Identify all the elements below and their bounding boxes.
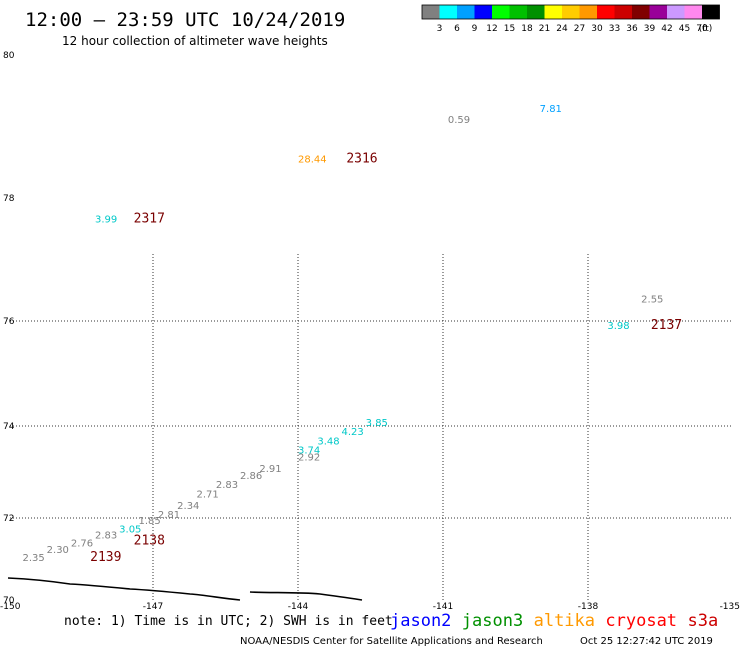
satellite-name: cryosat bbox=[605, 611, 677, 631]
longitude-tick: -150 bbox=[0, 602, 21, 612]
scale-swatch bbox=[544, 5, 562, 19]
wave-height-value: 3.99 bbox=[95, 215, 117, 226]
wave-height-value: 0.59 bbox=[448, 115, 470, 126]
scale-swatch bbox=[439, 5, 457, 19]
scale-label: 15 bbox=[504, 24, 515, 34]
pass-number: 2138 bbox=[134, 534, 165, 549]
latitude-tick: 78 bbox=[3, 194, 15, 204]
satellite-name: altika bbox=[534, 611, 595, 631]
chart-title: 12:00 — 23:59 UTC 10/24/2019 bbox=[25, 9, 345, 31]
scale-label: 42 bbox=[661, 24, 672, 34]
scale-swatch bbox=[509, 5, 527, 19]
wave-height-value: 2.30 bbox=[47, 545, 69, 556]
scale-swatch bbox=[597, 5, 615, 19]
scale-swatch bbox=[632, 5, 650, 19]
scale-border bbox=[421, 4, 720, 20]
wave-height-value: 2.34 bbox=[177, 501, 199, 512]
scale-swatch bbox=[614, 5, 632, 19]
scale-swatch bbox=[562, 5, 580, 19]
wave-height-value: 2.86 bbox=[240, 471, 262, 482]
scale-swatch bbox=[649, 5, 667, 19]
wave-height-value: 2.81 bbox=[158, 510, 180, 521]
scale-swatch bbox=[527, 5, 545, 19]
coastline bbox=[7, 577, 363, 601]
latitude-tick: 76 bbox=[3, 317, 15, 327]
scale-label: 9 bbox=[472, 24, 478, 34]
scale-label: 39 bbox=[644, 24, 656, 34]
pass-number: 2317 bbox=[134, 212, 165, 227]
pass-number: 2139 bbox=[90, 550, 121, 565]
scale-label: 3 bbox=[437, 24, 443, 34]
longitude-tick: -141 bbox=[433, 602, 453, 612]
longitude-tick: -135 bbox=[720, 602, 740, 612]
wave-height-value: 7.81 bbox=[540, 104, 562, 115]
latitude-tick: 74 bbox=[3, 422, 15, 432]
latitude-tick: 80 bbox=[3, 51, 15, 61]
wave-height-value: 3.74 bbox=[298, 446, 320, 457]
scale-swatch bbox=[457, 5, 475, 19]
color-scale-legend: 3 6 9 12 15 18 21 24 27 30 33 36 39 42 45 70(ft) bbox=[421, 4, 720, 34]
scale-label: 70 bbox=[696, 24, 708, 34]
pass-number: 2137 bbox=[651, 318, 682, 333]
scale-label: 27 bbox=[574, 24, 585, 34]
scale-label: 36 bbox=[626, 24, 638, 34]
scale-swatch bbox=[422, 5, 440, 19]
wave-height-value: 3.98 bbox=[607, 321, 629, 332]
latitude-tick: 72 bbox=[3, 514, 14, 524]
scale-swatch bbox=[474, 5, 492, 19]
scale-label: 30 bbox=[591, 24, 603, 34]
wave-height-value: 3.85 bbox=[366, 418, 388, 429]
generated-timestamp: Oct 25 12:27:42 UTC 2019 bbox=[580, 636, 713, 647]
wave-height-value: 2.35 bbox=[23, 553, 45, 564]
pass-number-labels: 2316 2317 2137 2138 2139 bbox=[90, 151, 682, 565]
wave-height-value: 2.71 bbox=[197, 489, 219, 500]
wave-height-labels: 0.59 7.81 28.44 3.99 2.55 3.98 3.854.233.483.7… bbox=[23, 104, 664, 564]
scale-label: 18 bbox=[521, 24, 533, 34]
satellite-name: jason2 bbox=[390, 611, 451, 631]
map-grid bbox=[10, 254, 733, 600]
chart-subtitle: 12 hour collection of altimeter wave hei… bbox=[62, 34, 328, 48]
wave-height-value: 3.48 bbox=[317, 436, 339, 447]
scale-label: 33 bbox=[609, 24, 620, 34]
longitude-tick-labels: -150 -147 -144 -141 -138 -135 bbox=[0, 602, 740, 612]
longitude-tick: -138 bbox=[578, 602, 599, 612]
satellite-name: s3a bbox=[688, 611, 719, 631]
wave-height-value: 2.55 bbox=[641, 295, 663, 306]
satellite-name: jason3 bbox=[462, 611, 523, 631]
wave-height-value: 3.05 bbox=[119, 524, 141, 535]
longitude-tick: -147 bbox=[143, 602, 163, 612]
scale-label: 45 bbox=[679, 24, 690, 34]
pass-number: 2316 bbox=[346, 151, 377, 166]
footnote: note: 1) Time is in UTC; 2) SWH is in fe… bbox=[64, 614, 393, 629]
scale-swatch bbox=[579, 5, 597, 19]
scale-unit: (ft) bbox=[699, 24, 713, 34]
wave-height-value: 2.92 bbox=[298, 453, 320, 464]
scale-label: 21 bbox=[539, 24, 550, 34]
latitude-tick: 70 bbox=[3, 596, 15, 606]
wave-height-value: 2.91 bbox=[259, 464, 281, 475]
wave-height-value: 2.83 bbox=[216, 480, 238, 491]
scale-swatch bbox=[667, 5, 685, 19]
wave-height-value: 2.76 bbox=[71, 539, 93, 550]
scale-label: 6 bbox=[454, 24, 460, 34]
wave-height-value: 1.85 bbox=[139, 516, 161, 527]
longitude-tick: -144 bbox=[288, 602, 309, 612]
credit-line: NOAA/NESDIS Center for Satellite Applica… bbox=[240, 636, 543, 647]
wave-height-value: 28.44 bbox=[298, 154, 327, 165]
wave-height-value: 2.83 bbox=[95, 531, 117, 542]
scale-swatch bbox=[684, 5, 702, 19]
scale-label: 12 bbox=[486, 24, 497, 34]
scale-swatch bbox=[702, 5, 720, 19]
latitude-tick-labels: 80 78 76 74 72 70 bbox=[3, 51, 15, 606]
scale-label: 24 bbox=[556, 24, 568, 34]
wave-height-value: 4.23 bbox=[342, 427, 364, 438]
satellite-legend: jason2 jason3 altika cryosat s3a bbox=[390, 611, 718, 631]
scale-swatch bbox=[492, 5, 510, 19]
